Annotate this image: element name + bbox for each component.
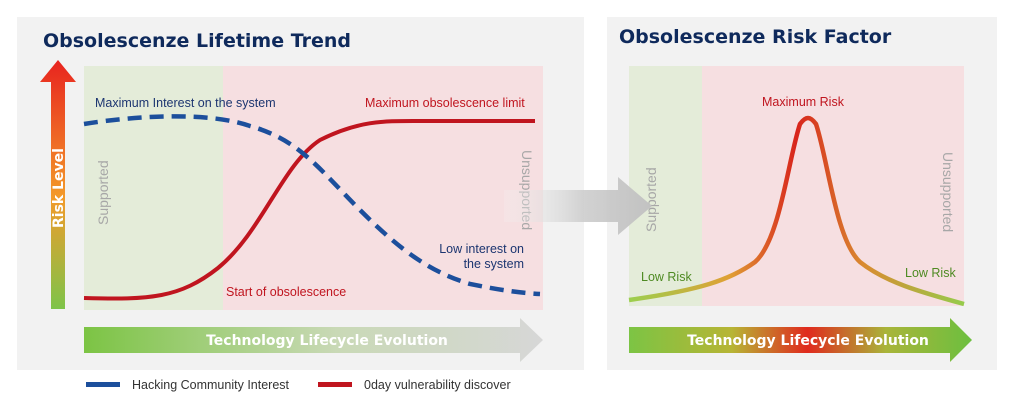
left-panel: Obsolescenze Lifetime Trend Risk Level S… (17, 17, 584, 370)
start-obsolescence-label: Start of obsolescence (226, 285, 346, 299)
low-interest-label-line1: Low interest on (439, 242, 524, 256)
legend-swatch-vulnerability (318, 382, 352, 387)
lifecycle-label-left: Technology Lifecycle Evolution (206, 333, 448, 349)
lifecycle-band-left: Technology Lifecycle Evolution (84, 318, 543, 362)
interest-curve (83, 114, 541, 297)
legend: Hacking Community Interest 0day vulnerab… (86, 378, 511, 392)
legend-label-interest: Hacking Community Interest (132, 378, 290, 392)
max-obsolescence-label: Maximum obsolescence limit (365, 96, 525, 110)
transition-arrow (504, 177, 652, 235)
right-supported-label: Supported (643, 167, 659, 232)
supported-zone (84, 66, 223, 310)
max-interest-label: Maximum Interest on the system (95, 96, 276, 110)
low-risk-left-label: Low Risk (641, 270, 692, 284)
low-interest-label-line2: the system (464, 257, 524, 271)
right-supported-zone (629, 66, 702, 306)
right-panel-title: Obsolescenze Risk Factor (619, 26, 892, 48)
risk-curve (628, 115, 965, 307)
supported-label: Supported (95, 160, 111, 225)
left-panel-title: Obsolescenze Lifetime Trend (43, 30, 351, 52)
right-unsupported-label: Unsupported (940, 152, 956, 232)
vulnerability-curve (83, 118, 535, 301)
risk-level-arrow: Risk Level (40, 60, 76, 309)
right-panel: Obsolescenze Risk Factor Supported Unsup… (607, 17, 997, 370)
legend-swatch-interest (86, 382, 120, 387)
low-risk-right-label: Low Risk (905, 266, 956, 280)
risk-level-label: Risk Level (51, 148, 67, 228)
lifecycle-label-right: Technology Lifecycle Evolution (687, 333, 929, 349)
legend-label-vulnerability: 0day vulnerability discover (364, 378, 511, 392)
max-risk-label: Maximum Risk (762, 95, 845, 109)
lifecycle-band-right: Technology Lifecycle Evolution (629, 318, 972, 362)
unsupported-zone (223, 66, 543, 310)
